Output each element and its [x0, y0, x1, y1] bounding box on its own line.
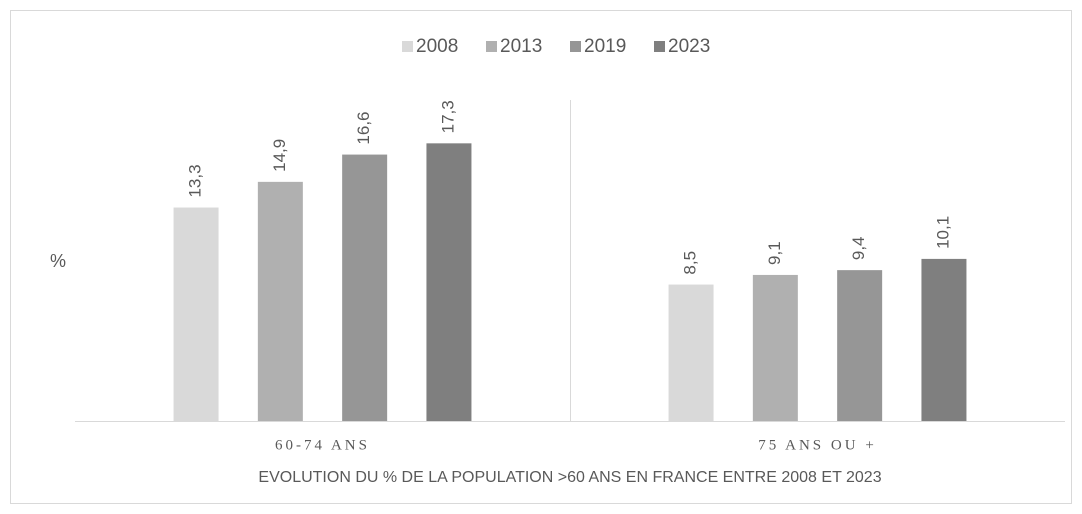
- chart-frame: [10, 10, 1072, 504]
- bar: [173, 207, 219, 421]
- x-tick-label: 60-74 ANS: [275, 437, 370, 453]
- legend-swatch: [486, 41, 497, 52]
- data-label: 16,6: [354, 111, 373, 144]
- data-label: 13,3: [186, 164, 205, 197]
- legend-label: 2019: [584, 36, 626, 57]
- data-label: 10,1: [933, 216, 952, 249]
- data-label: 14,9: [270, 139, 289, 172]
- legend-swatch: [654, 41, 665, 52]
- legend-label: 2023: [668, 36, 710, 57]
- bar: [752, 274, 798, 421]
- bar: [257, 181, 303, 421]
- legend-label: 2008: [416, 36, 458, 57]
- data-label: 9,1: [765, 241, 784, 265]
- bar: [837, 270, 883, 421]
- legend-label: 2013: [500, 36, 542, 57]
- bar: [342, 154, 388, 421]
- data-label: 8,5: [681, 251, 700, 275]
- bar: [426, 143, 472, 421]
- x-tick-label: 75 ANS OU +: [758, 437, 877, 453]
- y-axis-label: %: [50, 251, 66, 271]
- x-axis-title: EVOLUTION DU % DE LA POPULATION >60 ANS …: [258, 469, 881, 486]
- bar: [668, 284, 714, 421]
- legend-swatch: [402, 41, 413, 52]
- data-label: 9,4: [849, 236, 868, 260]
- bar: [921, 258, 967, 421]
- data-label: 17,3: [438, 100, 457, 133]
- legend-swatch: [570, 41, 581, 52]
